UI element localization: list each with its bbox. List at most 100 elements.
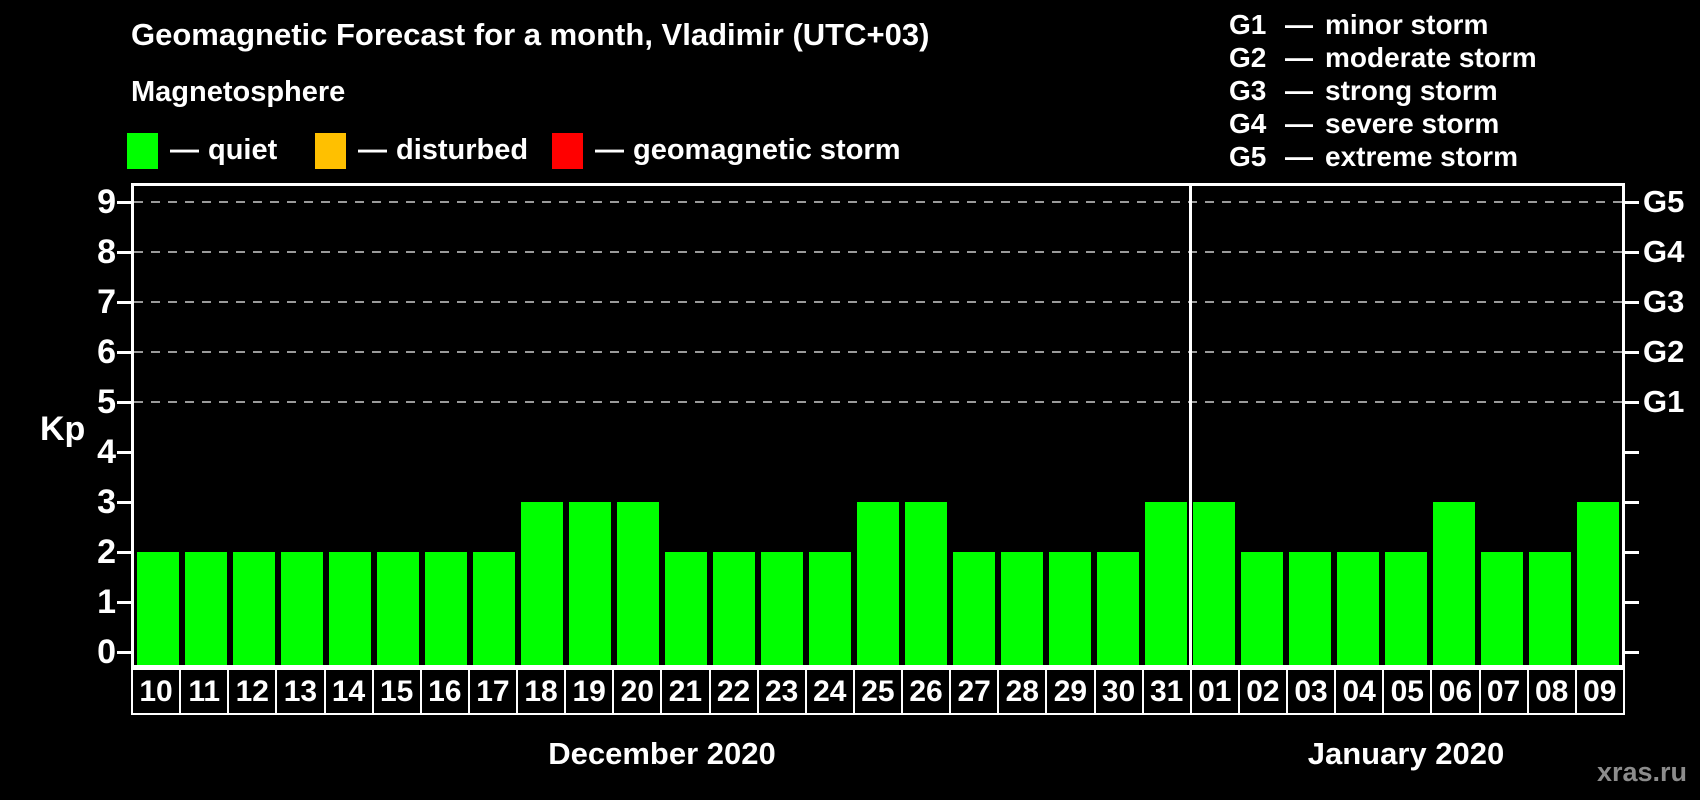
y-axis-tick-right <box>1625 500 1639 504</box>
storm-scale-label: strong storm <box>1325 75 1498 106</box>
y-axis-tick <box>117 500 131 504</box>
y-axis-tick <box>117 200 131 204</box>
y-axis-tick <box>117 400 131 404</box>
g-scale-label-g1: G1 <box>1643 384 1685 419</box>
kp-bar-december-20 <box>617 502 659 665</box>
chart-title: Geomagnetic Forecast for a month, Vladim… <box>131 17 930 52</box>
y-axis-tick-right <box>1625 600 1639 604</box>
gridline-kp5 <box>134 401 1622 403</box>
gridline-kp8 <box>134 251 1622 253</box>
kp-bar-december-22 <box>713 552 755 665</box>
kp-bar-january-09 <box>1577 502 1619 665</box>
day-label-december-16: 16 <box>419 668 470 715</box>
kp-bar-january-06 <box>1433 502 1475 665</box>
legend-separator: — <box>595 134 624 166</box>
y-axis-tick <box>117 250 131 254</box>
day-label-december-31: 31 <box>1141 668 1192 715</box>
kp-bar-january-01 <box>1193 502 1235 665</box>
y-axis-tick <box>117 600 131 604</box>
disturbed-color-swatch-icon <box>315 132 346 169</box>
day-label-december-18: 18 <box>516 668 567 715</box>
y-axis-tick-right <box>1625 450 1639 454</box>
day-label-december-11: 11 <box>179 668 230 715</box>
storm-scale-separator: — <box>1285 9 1313 40</box>
g-scale-label-g4: G4 <box>1643 234 1685 269</box>
kp-bar-december-24 <box>809 552 851 665</box>
y-axis-tick-right <box>1625 550 1639 554</box>
kp-bar-december-13 <box>281 552 323 665</box>
day-label-december-19: 19 <box>564 668 615 715</box>
storm-scale-code: G5 <box>1229 141 1267 172</box>
day-label-december-25: 25 <box>852 668 903 715</box>
day-label-january-09: 09 <box>1574 668 1625 715</box>
kp-bar-december-23 <box>761 552 803 665</box>
month-label-december: December 2020 <box>548 736 776 771</box>
day-label-december-29: 29 <box>1045 668 1096 715</box>
quiet-color-swatch-icon <box>127 132 158 169</box>
y-axis-tick-right <box>1625 250 1639 254</box>
y-axis-tick <box>117 550 131 554</box>
day-label-january-05: 05 <box>1382 668 1433 715</box>
day-label-december-14: 14 <box>323 668 374 715</box>
kp-bar-december-21 <box>665 552 707 665</box>
magnetosphere-heading: Magnetosphere <box>131 76 346 108</box>
y-axis-label-6: 6 <box>97 333 116 371</box>
kp-bar-january-03 <box>1289 552 1331 665</box>
y-axis-label-0: 0 <box>97 633 116 671</box>
day-label-december-21: 21 <box>660 668 711 715</box>
storm-scale-item-g4: G4 — severe storm <box>1229 107 1537 140</box>
day-label-january-04: 04 <box>1334 668 1385 715</box>
legend-item-label: quiet <box>208 134 278 166</box>
storm-scale-item-g2: G2 — moderate storm <box>1229 41 1537 74</box>
month-separator-line <box>1188 186 1192 665</box>
legend-item-quiet: — quiet <box>127 132 277 169</box>
day-label-december-22: 22 <box>708 668 759 715</box>
kp-bar-january-07 <box>1481 552 1523 665</box>
kp-bar-january-05 <box>1385 552 1427 665</box>
g-scale-label-g3: G3 <box>1643 284 1685 319</box>
storm-scale-code: G3 <box>1229 75 1267 106</box>
day-label-january-07: 07 <box>1478 668 1529 715</box>
day-label-december-26: 26 <box>901 668 952 715</box>
kp-bar-december-27 <box>953 552 995 665</box>
storm-scale-label: minor storm <box>1325 9 1489 40</box>
legend-item-label: disturbed <box>396 134 529 166</box>
g-scale-label-g2: G2 <box>1643 334 1685 369</box>
day-label-december-13: 13 <box>275 668 326 715</box>
day-label-december-24: 24 <box>804 668 855 715</box>
kp-bar-january-02 <box>1241 552 1283 665</box>
plot-area <box>131 183 1625 668</box>
legend-separator: — <box>170 134 199 166</box>
storm-scale-separator: — <box>1285 42 1313 73</box>
y-axis-tick-right <box>1625 200 1639 204</box>
day-label-january-06: 06 <box>1430 668 1481 715</box>
day-label-december-28: 28 <box>997 668 1048 715</box>
kp-bar-december-26 <box>905 502 947 665</box>
y-axis-label-7: 7 <box>97 283 116 321</box>
legend-item-label: geomagnetic storm <box>633 134 901 166</box>
kp-bar-december-17 <box>473 552 515 665</box>
storm-scale-code: G2 <box>1229 42 1267 73</box>
storm-scale-label: moderate storm <box>1325 42 1537 73</box>
day-label-december-15: 15 <box>371 668 422 715</box>
gridline-kp9 <box>134 201 1622 203</box>
y-axis-label-4: 4 <box>97 433 116 471</box>
kp-bar-december-31 <box>1145 502 1187 665</box>
kp-bar-december-30 <box>1097 552 1139 665</box>
kp-bar-december-28 <box>1001 552 1043 665</box>
kp-bar-december-16 <box>425 552 467 665</box>
kp-bar-december-18 <box>521 502 563 665</box>
day-label-january-02: 02 <box>1237 668 1288 715</box>
day-label-december-10: 10 <box>131 668 182 715</box>
y-axis-label-2: 2 <box>97 533 116 571</box>
kp-bar-december-12 <box>233 552 275 665</box>
storm-scale-label: extreme storm <box>1325 141 1518 172</box>
y-axis-tick-right <box>1625 650 1639 654</box>
y-axis-label-3: 3 <box>97 483 116 521</box>
kp-bar-december-14 <box>329 552 371 665</box>
storm-scale-item-g5: G5 — extreme storm <box>1229 140 1537 173</box>
day-label-december-27: 27 <box>949 668 1000 715</box>
kp-bar-december-10 <box>137 552 179 665</box>
y-axis-label-5: 5 <box>97 383 116 421</box>
